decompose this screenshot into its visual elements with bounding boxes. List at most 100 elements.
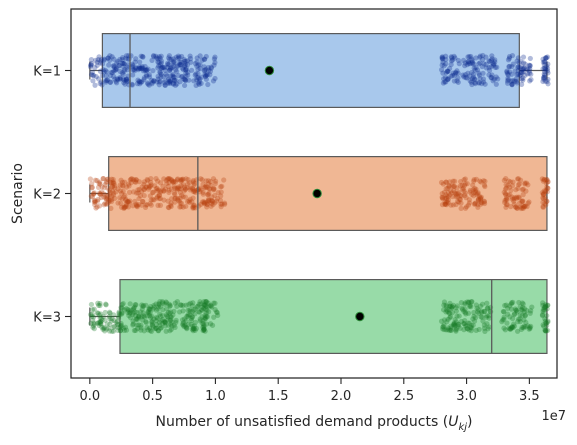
data-point xyxy=(191,323,198,329)
data-point xyxy=(165,322,172,328)
data-point xyxy=(473,55,479,61)
data-point xyxy=(188,315,195,322)
data-point xyxy=(509,81,515,88)
data-point xyxy=(190,328,196,334)
data-point xyxy=(212,192,218,199)
data-point xyxy=(465,202,472,208)
data-point xyxy=(129,82,135,88)
data-point xyxy=(106,309,113,315)
data-point xyxy=(213,198,220,204)
data-point xyxy=(443,179,449,185)
data-point xyxy=(166,301,172,307)
mean-marker-K=3 xyxy=(355,311,365,322)
data-point xyxy=(202,56,208,62)
data-point xyxy=(454,313,460,319)
data-point xyxy=(488,57,495,64)
data-point xyxy=(205,192,211,198)
data-point xyxy=(451,321,457,327)
data-point xyxy=(490,62,497,68)
data-point xyxy=(111,180,117,186)
data-point xyxy=(447,303,453,309)
data-point xyxy=(153,307,160,313)
data-point xyxy=(98,79,104,85)
data-point xyxy=(174,63,180,70)
data-point xyxy=(472,77,478,83)
data-point xyxy=(207,186,213,192)
data-point xyxy=(187,53,193,59)
data-point xyxy=(130,310,136,316)
data-point xyxy=(474,67,481,73)
data-point xyxy=(443,327,449,333)
data-point xyxy=(467,78,473,84)
data-point xyxy=(145,81,151,87)
data-point xyxy=(92,202,98,208)
data-point xyxy=(167,302,173,309)
data-point xyxy=(510,324,516,331)
data-point xyxy=(190,325,196,331)
data-point xyxy=(525,182,531,188)
data-point xyxy=(154,315,161,321)
data-point xyxy=(508,306,515,312)
data-point xyxy=(102,200,108,207)
data-point xyxy=(192,306,198,312)
data-point xyxy=(542,318,548,324)
data-point xyxy=(512,78,518,84)
data-point xyxy=(515,64,521,71)
data-point xyxy=(519,81,525,87)
data-point xyxy=(204,307,210,313)
data-point xyxy=(126,200,132,206)
data-point xyxy=(143,318,149,325)
data-point xyxy=(458,193,465,199)
data-point xyxy=(501,177,507,183)
box-K=3 xyxy=(119,279,548,355)
points-K=1 xyxy=(87,52,551,89)
data-point xyxy=(103,79,109,85)
data-point xyxy=(149,57,155,64)
data-point xyxy=(190,323,196,329)
data-point xyxy=(172,195,179,201)
data-point xyxy=(178,61,184,67)
data-point xyxy=(446,310,452,316)
data-point xyxy=(201,64,207,70)
data-point xyxy=(440,59,446,65)
data-point xyxy=(148,328,155,334)
data-point xyxy=(146,186,152,192)
data-point xyxy=(462,309,468,316)
data-point xyxy=(510,61,516,67)
data-point xyxy=(177,79,183,85)
data-point xyxy=(151,316,157,322)
data-point xyxy=(149,318,155,324)
data-point xyxy=(466,197,472,203)
data-point xyxy=(506,325,512,331)
data-point xyxy=(149,322,156,328)
data-point xyxy=(197,185,203,191)
data-point xyxy=(107,79,113,86)
data-point xyxy=(473,189,479,196)
data-point xyxy=(200,321,207,327)
data-point xyxy=(120,63,126,70)
data-point xyxy=(211,300,217,306)
data-point xyxy=(516,299,522,306)
data-point xyxy=(187,300,194,306)
data-point xyxy=(481,200,488,207)
data-point xyxy=(187,199,193,205)
data-point xyxy=(517,312,523,318)
data-point xyxy=(543,187,549,194)
data-point xyxy=(163,71,169,77)
data-point xyxy=(202,302,208,308)
data-point xyxy=(444,198,450,204)
data-point xyxy=(155,328,162,334)
data-point xyxy=(168,56,174,63)
data-point xyxy=(461,308,467,314)
data-point xyxy=(477,178,483,184)
data-point xyxy=(543,202,549,208)
data-point xyxy=(189,199,195,205)
data-point xyxy=(471,61,477,67)
data-point xyxy=(458,200,464,206)
data-point xyxy=(93,74,99,80)
data-point xyxy=(100,175,107,182)
data-point xyxy=(511,201,517,207)
x-tick-label: 3.5 xyxy=(519,389,540,404)
data-point xyxy=(184,313,190,320)
data-point xyxy=(168,65,174,71)
